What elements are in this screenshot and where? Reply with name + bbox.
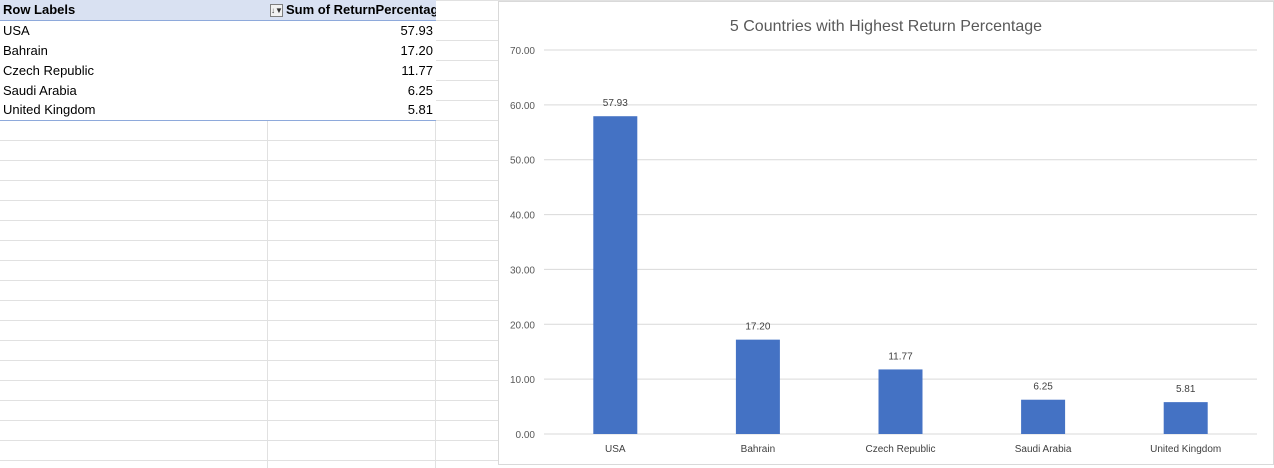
pivot-row-label[interactable]: Bahrain (0, 40, 267, 60)
pivot-row-value[interactable]: 5.81 (267, 100, 436, 121)
data-label[interactable]: 57.93 (603, 98, 628, 109)
pivot-row-label[interactable]: Saudi Arabia (0, 80, 267, 100)
bar[interactable] (593, 116, 638, 434)
bar-chart[interactable]: 5 Countries with Highest Return Percenta… (498, 1, 1274, 465)
pivot-row-label[interactable]: USA (0, 20, 267, 40)
pivot-row-value[interactable]: 17.20 (267, 40, 436, 60)
x-category-label: United Kingdom (1150, 444, 1221, 455)
pivot-row: Bahrain 17.20 (0, 40, 436, 60)
chart-title[interactable]: 5 Countries with Highest Return Percenta… (730, 18, 1042, 35)
pivot-row-value[interactable]: 57.93 (267, 20, 436, 40)
y-tick-label: 30.00 (510, 265, 535, 276)
pivot-row: United Kingdom 5.81 (0, 100, 436, 121)
pivot-row: Czech Republic 11.77 (0, 60, 436, 80)
y-tick-label: 40.00 (510, 211, 535, 222)
value-header-cell[interactable]: ↓▼ Sum of ReturnPercentage (267, 0, 436, 21)
pivot-row-value[interactable]: 6.25 (267, 80, 436, 100)
x-category-label: Bahrain (741, 444, 775, 455)
chart-canvas: 5 Countries with Highest Return Percenta… (510, 18, 1257, 455)
x-category-label: Czech Republic (865, 444, 935, 455)
y-tick-label: 60.00 (510, 101, 535, 112)
pivot-row-label[interactable]: Czech Republic (0, 60, 267, 80)
y-tick-label: 20.00 (510, 320, 535, 331)
y-tick-label: 50.00 (510, 156, 535, 167)
data-label[interactable]: 6.25 (1033, 382, 1053, 393)
bar[interactable] (735, 339, 780, 434)
value-header-label: Sum of ReturnPercentage (286, 2, 436, 18)
x-category-label: USA (605, 444, 626, 455)
bar[interactable] (878, 369, 923, 434)
pivot-row-value[interactable]: 11.77 (267, 60, 436, 80)
bar[interactable] (1163, 402, 1208, 434)
y-tick-label: 70.00 (510, 46, 535, 57)
pivot-header-row: Row Labels ↓▼ Sum of ReturnPercentage (0, 0, 436, 21)
sort-filter-icon[interactable]: ↓▼ (270, 4, 283, 18)
pivot-table[interactable]: Row Labels ↓▼ Sum of ReturnPercentage USA… (0, 0, 436, 121)
x-category-label: Saudi Arabia (1015, 444, 1072, 455)
pivot-row: Saudi Arabia 6.25 (0, 80, 436, 100)
row-labels-header[interactable]: Row Labels (0, 0, 267, 21)
data-label[interactable]: 5.81 (1176, 384, 1196, 395)
y-tick-label: 0.00 (516, 430, 536, 441)
data-label[interactable]: 17.20 (745, 322, 770, 333)
y-tick-label: 10.00 (510, 375, 535, 386)
pivot-row-label[interactable]: United Kingdom (0, 100, 267, 121)
data-label[interactable]: 11.77 (888, 351, 913, 362)
bar[interactable] (1021, 399, 1066, 434)
pivot-row: USA 57.93 (0, 20, 436, 40)
